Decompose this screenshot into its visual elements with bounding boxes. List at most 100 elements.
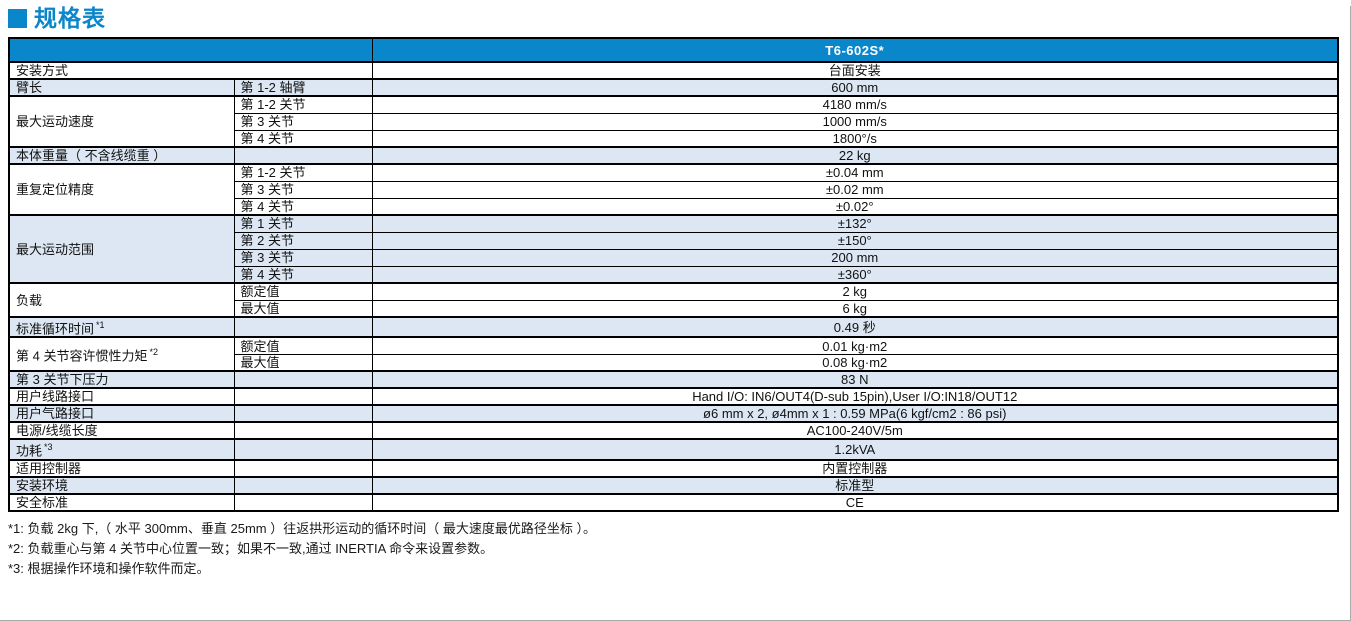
table-row: 最大运动速度第 1-2 关节 4180 mm/s xyxy=(8,95,1339,148)
spec-sub-cell xyxy=(233,387,373,406)
spec-value-cell: 2 kg xyxy=(371,282,1339,301)
spec-value-cell: 83 N xyxy=(371,370,1339,389)
spec-value-cell: ±360° xyxy=(371,265,1339,284)
table-row: 第 3 关节下压力 83 N xyxy=(8,370,1339,389)
footnotes: *1: 负载 2kg 下,（ 水平 300mm、垂直 25mm ）往返拱形运动的… xyxy=(8,519,1350,579)
spec-sub-cell: 第 4 关节 xyxy=(233,265,373,284)
spec-sub-cell: 第 4 关节 xyxy=(233,197,373,216)
spec-value-cell: ø6 mm x 2, ø4mm x 1 : 0.59 MPa(6 kgf/cm2… xyxy=(371,404,1339,423)
spec-sub-cell xyxy=(233,370,373,389)
spec-label-cell: 安装方式 xyxy=(8,61,373,80)
spec-value-cell: ±0.04 mm xyxy=(371,163,1339,182)
spec-label-cell: 功耗 *3 xyxy=(8,438,235,461)
spec-value-cell: 600 mm xyxy=(371,78,1339,97)
spec-table-body: 安装方式 台面安装 臂长第 1-2 轴臂 600 mm 最大运动速度第 1-2 关节 41… xyxy=(8,61,1339,512)
table-row: 第 2 关节 ±150° xyxy=(9,231,1339,250)
page: { "title": { "text": "规格表" }, "colors": … xyxy=(0,6,1351,621)
spec-value-cell: 1000 mm/s xyxy=(371,112,1339,131)
spec-value-cell: 1.2kVA xyxy=(371,438,1339,461)
table-row: 安装环境 标准型 xyxy=(8,475,1339,495)
spec-sub-cell: 额定值 xyxy=(233,336,373,355)
footnote-marker: *2 xyxy=(149,347,158,358)
spec-sub-cell: 第 2 关节 xyxy=(233,231,373,250)
spec-label-cell: 电源/线缆长度 xyxy=(8,421,235,440)
spec-sub-cell: 第 1-2 轴臂 xyxy=(233,78,373,97)
footnote-marker: *3 xyxy=(44,442,53,453)
table-row: 安全标准 CE xyxy=(8,492,1339,512)
spec-label-cell: 用户线路接口 xyxy=(8,387,235,406)
spec-label-cell: 第 4 关节容许惯性力矩 *2 xyxy=(8,336,235,372)
table-row: 负载 额定值 2 kg xyxy=(8,282,1339,318)
table-row: 适用控制器 内置控制器 xyxy=(8,458,1339,478)
spec-sub-cell: 第 4 关节 xyxy=(233,129,373,148)
spec-value-cell: 6 kg xyxy=(371,299,1339,318)
table-row: 安装方式 台面安装 xyxy=(8,61,1339,80)
spec-sub-cell: 额定值 xyxy=(233,282,373,301)
spec-sub-cell xyxy=(233,438,373,461)
spec-label-cell: 负载 xyxy=(8,282,235,318)
table-row: 第 3 关节 200 mm xyxy=(9,248,1339,267)
spec-value-cell: 0.08 kg·m2 xyxy=(371,353,1339,372)
spec-table: T6-602S* 安装方式 台面安装 臂长第 1-2 轴臂 600 mm 最大运动速度第… xyxy=(8,37,1339,512)
spec-label-cell: 第 3 关节下压力 xyxy=(8,370,235,389)
spec-sub-cell xyxy=(233,458,373,478)
spec-label-cell: 重复定位精度 xyxy=(8,163,235,216)
spec-label-cell: 标准循环时间 *1 xyxy=(8,315,235,338)
spec-value-cell: ±0.02 mm xyxy=(371,180,1339,199)
spec-sub-cell: 第 3 关节 xyxy=(233,248,373,267)
spec-value-cell: CE xyxy=(371,492,1339,512)
spec-value-cell: 4180 mm/s xyxy=(371,95,1339,114)
spec-sub-cell xyxy=(233,146,373,165)
spec-sub-cell: 第 3 关节 xyxy=(233,112,373,131)
table-row: 重复定位精度第 1-2 关节 ±0.04 mm xyxy=(8,163,1339,216)
spec-sub-cell xyxy=(233,475,373,495)
spec-value-cell: Hand I/O: IN6/OUT4(D-sub 15pin),User I/O… xyxy=(371,387,1339,406)
spec-value-cell: ±150° xyxy=(371,231,1339,250)
spec-sub-cell xyxy=(233,421,373,440)
footnote-marker: *1 xyxy=(96,320,105,330)
table-row: 最大运动范围第 1 关节 ±132° xyxy=(8,214,1339,284)
header-row: T6-602S* xyxy=(8,37,1339,63)
spec-value-cell: AC100-240V/5m xyxy=(371,421,1339,440)
footnote-line: *1: 负载 2kg 下,（ 水平 300mm、垂直 25mm ）往返拱形运动的… xyxy=(8,520,596,536)
table-row: 第 4 关节 1800°/s xyxy=(9,129,1339,148)
section-marker-icon xyxy=(8,8,27,28)
spec-value-cell: 22 kg xyxy=(371,146,1339,165)
spec-label-cell: 适用控制器 xyxy=(8,458,235,478)
spec-value-cell: ±0.02° xyxy=(371,197,1339,216)
table-row: 本体重量（ 不含线缆重 ） 22 kg xyxy=(8,146,1339,165)
spec-sub-cell xyxy=(233,404,373,423)
table-row: 功耗 *3 1.2kVA xyxy=(8,438,1339,461)
spec-value-cell: ±132° xyxy=(371,214,1339,233)
spec-value-cell: 内置控制器 xyxy=(371,458,1339,478)
spec-value-cell: 0.49 秒 xyxy=(371,315,1339,338)
spec-label-cell: 最大运动范围 xyxy=(8,214,235,284)
table-row: 臂长第 1-2 轴臂 600 mm xyxy=(8,78,1339,97)
table-row: 第 4 关节容许惯性力矩 *2 额定值 0.01 kg·m2 xyxy=(8,336,1339,372)
spec-value-cell: 200 mm xyxy=(371,248,1339,267)
spec-label-cell: 安全标准 xyxy=(8,492,235,512)
spec-sub-cell: 第 3 关节 xyxy=(233,180,373,199)
page-title: 规格表 xyxy=(34,5,106,31)
spec-sub-cell: 最大值 xyxy=(233,299,373,318)
spec-sub-cell xyxy=(233,315,373,338)
table-row: 用户气路接口 ø6 mm x 2, ø4mm x 1 : 0.59 MPa(6 k… xyxy=(8,404,1339,423)
header-left-cell xyxy=(8,37,373,63)
spec-sub-cell: 最大值 xyxy=(233,353,373,372)
spec-label-cell: 本体重量（ 不含线缆重 ） xyxy=(8,146,235,165)
table-row: 用户线路接口 Hand I/O: IN6/OUT4(D-sub 15pin),Us… xyxy=(8,387,1339,406)
table-row: 第 4 关节 ±360° xyxy=(9,265,1339,284)
table-row: 电源/线缆长度 AC100-240V/5m xyxy=(8,421,1339,440)
spec-label-cell: 臂长 xyxy=(8,78,235,97)
spec-label-cell: 最大运动速度 xyxy=(8,95,235,148)
spec-label-cell: 安装环境 xyxy=(8,475,235,495)
model-header-cell: T6-602S* xyxy=(371,37,1339,63)
table-row: 标准循环时间 *1 0.49 秒 xyxy=(8,315,1339,338)
spec-value-cell: 标准型 xyxy=(371,475,1339,495)
spec-value-cell: 台面安装 xyxy=(371,61,1339,80)
footnote-line: *3: 根据操作环境和操作软件而定。 xyxy=(8,560,210,576)
spec-label-cell: 用户气路接口 xyxy=(8,404,235,423)
spec-sub-cell: 第 1-2 关节 xyxy=(233,163,373,182)
spec-table-header: T6-602S* xyxy=(8,37,1339,63)
spec-sub-cell: 第 1 关节 xyxy=(233,214,373,233)
